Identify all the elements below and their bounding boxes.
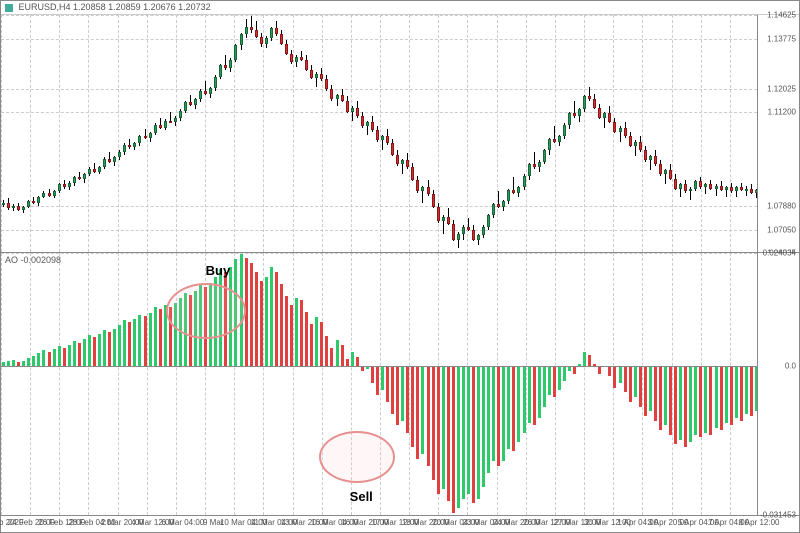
chart-header: EURUSD,H4 1.20858 1.20859 1.20676 1.2073… [1,1,799,15]
chart-container: EURUSD,H4 1.20858 1.20859 1.20676 1.2073… [0,0,800,533]
price-panel[interactable]: 1.062251.070501.078801.112001.120251.137… [1,15,799,253]
ao-plot-area[interactable]: Buy Sell [1,253,757,515]
x-axis: 21 Feb 202024 Feb 20:0026 Feb 12:0028 Fe… [1,515,799,533]
symbol-icon [5,4,13,12]
ao-label: AO -0.002098 [5,255,61,265]
circle-mark-1 [319,431,395,483]
circle-mark-0 [166,283,246,339]
ao-panel[interactable]: AO -0.002098 Buy Sell 0.0240340.0-0.03145… [1,253,799,515]
annotation-sell: Sell [350,489,373,504]
annotation-buy: Buy [206,263,231,278]
price-y-axis: 1.062251.070501.078801.112001.120251.137… [757,15,799,252]
ao-y-axis: 0.0240340.0-0.031453 [757,253,799,515]
price-plot-area[interactable] [1,15,757,252]
symbol-label: EURUSD,H4 [19,2,71,12]
ohlc-label: 1.20858 1.20859 1.20676 1.20732 [73,2,211,12]
